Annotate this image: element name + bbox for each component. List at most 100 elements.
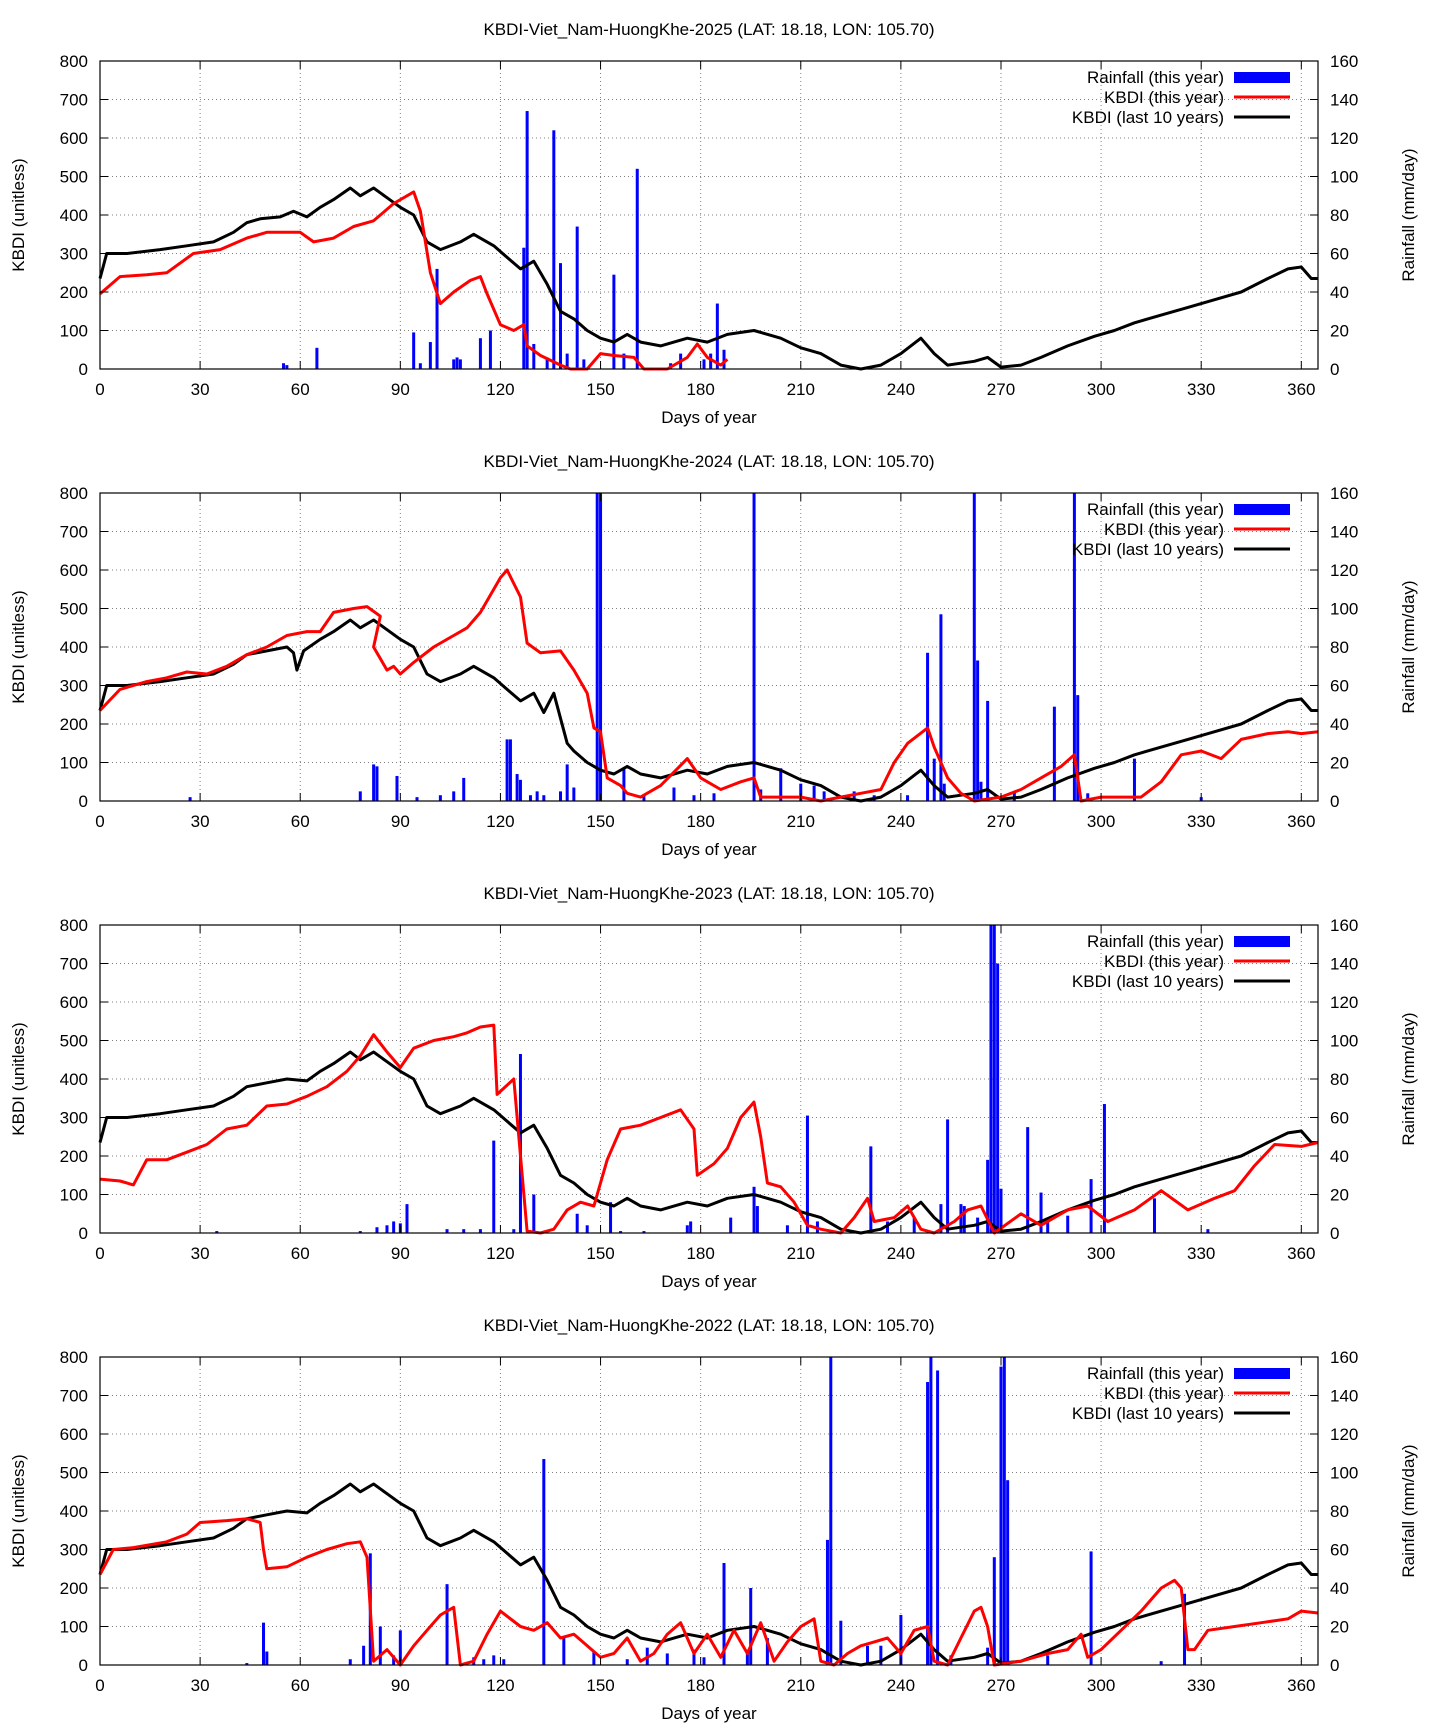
legend-label-1: KBDI (this year) <box>1104 1384 1224 1403</box>
rainfall-bar-4 <box>395 775 399 801</box>
rainfall-bar-11 <box>488 330 492 369</box>
legend-label-2: KBDI (last 10 years) <box>1072 540 1224 559</box>
rainfall-bar-45 <box>1102 1104 1106 1233</box>
rainfall-bar-27 <box>829 1357 833 1665</box>
y-tick-label-2: 200 <box>60 283 88 302</box>
y-tick-label-6: 600 <box>60 993 88 1012</box>
rainfall-bar-8 <box>398 1630 402 1665</box>
x-axis-label: Days of year <box>661 408 757 427</box>
rainfall-bar-13 <box>525 111 529 370</box>
rainfall-bar-47 <box>1086 793 1090 801</box>
x-tick-label-9: 270 <box>987 812 1015 831</box>
kbdi-this-year-line <box>98 1517 1319 1667</box>
y-axis-label: KBDI (unitless) <box>9 1454 28 1567</box>
rainfall-bar-2 <box>375 1227 379 1233</box>
y-tick-label-5: 500 <box>60 1032 88 1051</box>
rainfall-bar-38 <box>996 963 1000 1233</box>
rainfall-bar-25 <box>805 1115 809 1233</box>
legend-label-1: KBDI (this year) <box>1104 88 1224 107</box>
rainfall-bar-34 <box>906 795 910 801</box>
y2-tick-label-3: 60 <box>1330 677 1349 696</box>
rainfall-bar-24 <box>785 1225 789 1233</box>
y2-tick-label-8: 160 <box>1330 916 1358 935</box>
rainfall-bar-14 <box>535 791 539 801</box>
rainfall-bar-26 <box>752 493 756 801</box>
rainfall-bar-42 <box>1046 1219 1050 1233</box>
rainfall-bar-22 <box>642 795 646 801</box>
x-tick-label-11: 330 <box>1187 1244 1215 1263</box>
rainfall-bar-12 <box>518 779 522 801</box>
rainfall-bar-28 <box>886 1221 890 1233</box>
y2-tick-label-5: 100 <box>1330 1464 1358 1483</box>
y2-tick-label-7: 140 <box>1330 1387 1358 1406</box>
rainfall-bar-6 <box>405 1204 409 1233</box>
grid-lines <box>100 925 1318 1233</box>
y-tick-label-7: 700 <box>60 523 88 542</box>
rainfall-bar-36 <box>932 758 936 801</box>
rainfall-bar-19 <box>575 226 579 369</box>
rainfall-bar-15 <box>545 357 549 369</box>
y2-tick-label-5: 100 <box>1330 600 1358 619</box>
kbdi-last-10-years-line <box>98 186 1318 371</box>
x-tick-label-4: 120 <box>486 1244 514 1263</box>
rainfall-bar-29 <box>799 783 803 801</box>
x-tick-label-10: 300 <box>1087 1676 1115 1695</box>
rainfall-bar-40 <box>976 660 980 801</box>
rainfall-bar-37 <box>992 1557 996 1665</box>
rainfall-bar-1 <box>285 365 289 369</box>
rainfall-bar-4 <box>362 1645 366 1665</box>
rainfall-bar-21 <box>702 1657 706 1665</box>
legend: Rainfall (this year)KBDI (this year)KBDI… <box>1072 68 1290 127</box>
rainfall-bar-32 <box>959 1204 963 1233</box>
rainfall-bar-43 <box>1159 1661 1163 1665</box>
x-tick-label-9: 270 <box>987 380 1015 399</box>
y2-tick-label-0: 0 <box>1330 360 1339 379</box>
x-tick-label-4: 120 <box>486 1676 514 1695</box>
x-axis-label: Days of year <box>661 1272 757 1291</box>
y2-tick-label-5: 100 <box>1330 168 1358 187</box>
kbdi-this-year-line <box>99 1023 1319 1235</box>
chart-panel-2: KBDI-Viet_Nam-HuongKhe-2024 (LAT: 18.18,… <box>9 452 1418 859</box>
rainfall-bar-36 <box>989 925 993 1233</box>
rainfall-bar-17 <box>619 1231 623 1233</box>
y2-tick-label-7: 140 <box>1330 91 1358 110</box>
rainfall-bar-8 <box>462 777 466 801</box>
rainfall-bar-23 <box>745 1649 749 1665</box>
rainfall-bar-23 <box>635 168 639 369</box>
rainfall-bar-4 <box>392 1221 396 1233</box>
rainfall-bar-5 <box>415 797 419 801</box>
kbdi-this-year-line <box>99 190 729 371</box>
rainfall-bar-37 <box>992 925 996 1233</box>
rainfall-bar-39 <box>972 493 976 801</box>
rainfall-bar-11 <box>482 1659 486 1665</box>
rainfall-bar-19 <box>665 1653 669 1665</box>
rainfall-bar-2 <box>372 764 376 801</box>
x-tick-label-7: 210 <box>787 1244 815 1263</box>
rainfall-bar-21 <box>612 274 616 369</box>
rainfall-bar-16 <box>559 791 563 801</box>
x-tick-label-11: 330 <box>1187 1676 1215 1695</box>
legend-label-0: Rainfall (this year) <box>1087 932 1224 951</box>
legend-swatch-rainfall <box>1234 504 1290 515</box>
y-axis-label: KBDI (unitless) <box>9 158 28 271</box>
x-tick-label-0: 0 <box>95 1244 104 1263</box>
y2-axis-label: Rainfall (mm/day) <box>1399 148 1418 281</box>
rainfall-bar-31 <box>946 1119 950 1233</box>
x-tick-label-12: 360 <box>1287 1244 1315 1263</box>
rainfall-bar-8 <box>455 357 459 369</box>
y-tick-label-0: 0 <box>79 1224 88 1243</box>
y2-tick-label-3: 60 <box>1330 245 1349 264</box>
rainfall-bar-40 <box>1026 1127 1030 1233</box>
x-tick-label-10: 300 <box>1087 812 1115 831</box>
rainfall-bar-32 <box>852 791 856 801</box>
y2-axis-label: Rainfall (mm/day) <box>1399 580 1418 713</box>
rainfall-bar-22 <box>622 353 626 369</box>
x-tick-label-3: 90 <box>391 1244 410 1263</box>
rainfall-bar-17 <box>565 764 569 801</box>
rainfall-bar-41 <box>1046 1655 1050 1665</box>
y-tick-label-6: 600 <box>60 129 88 148</box>
legend-label-1: KBDI (this year) <box>1104 952 1224 971</box>
legend-swatch-rainfall <box>1234 72 1290 83</box>
y2-tick-label-0: 0 <box>1330 792 1339 811</box>
